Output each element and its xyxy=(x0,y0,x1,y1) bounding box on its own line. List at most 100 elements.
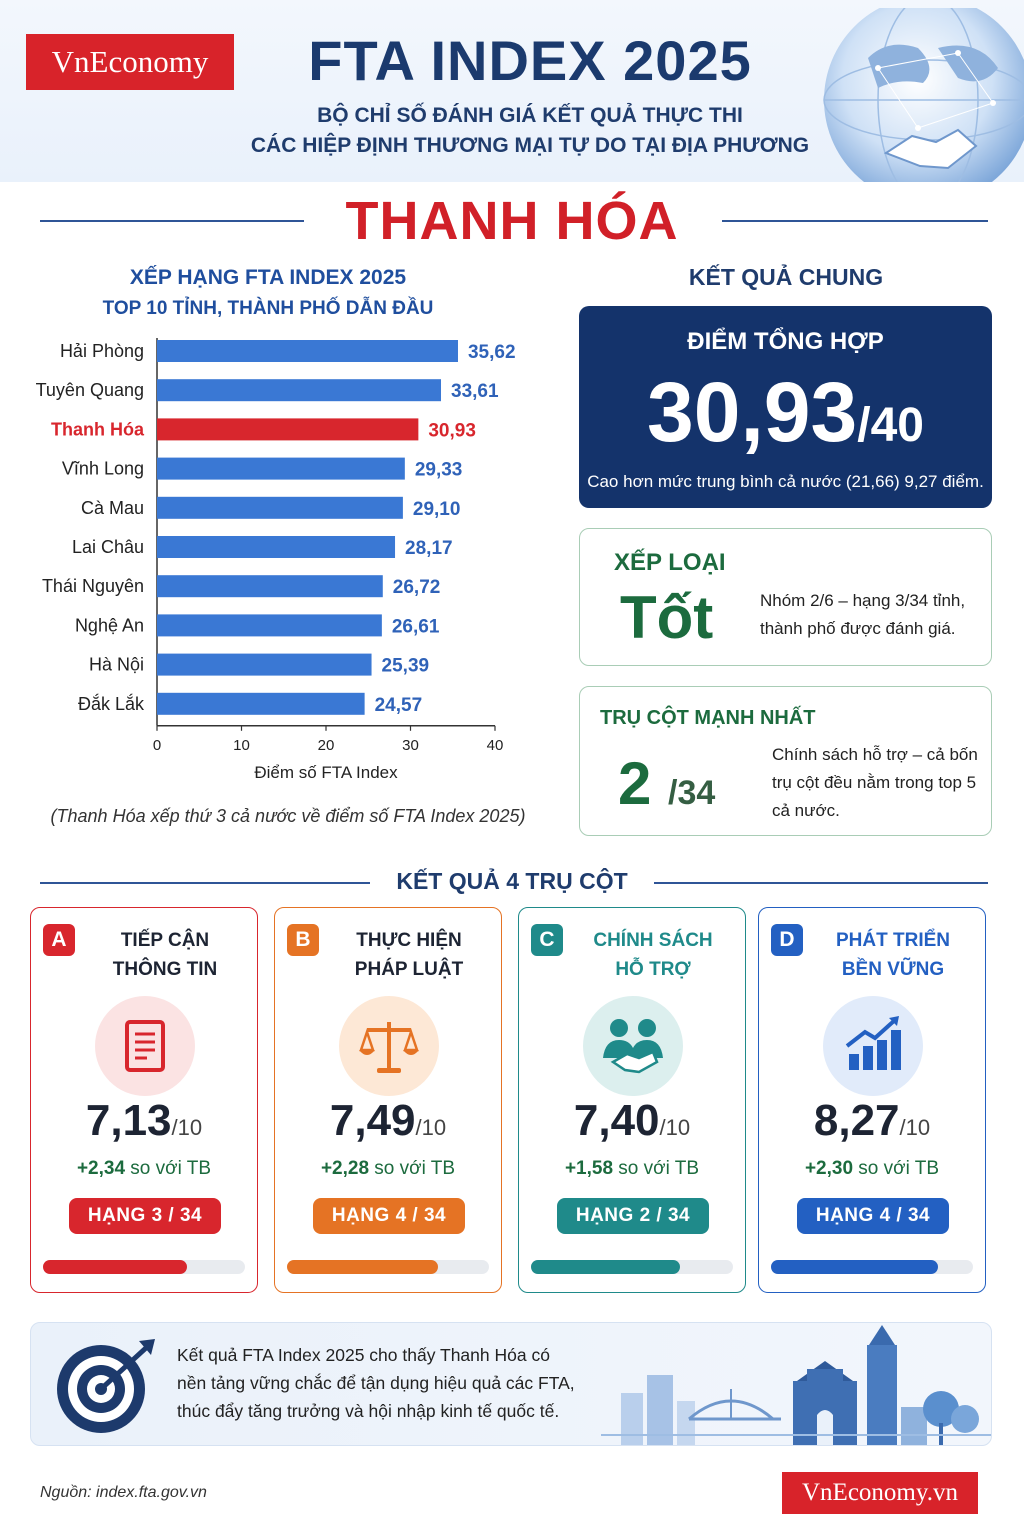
strongest-rank-max: /34 xyxy=(668,774,716,812)
score-value: 30,93 xyxy=(647,365,858,459)
pillar-progress-fill xyxy=(287,1260,439,1274)
overall-score-card: ĐIỂM TỔNG HỢP 30,93/40 Cao hơn mức trung… xyxy=(579,306,992,508)
pillar-name-line2: HỖ TRỢ xyxy=(615,959,691,980)
bar xyxy=(157,379,442,402)
bar-value-label: 33,61 xyxy=(451,381,499,402)
bar xyxy=(157,692,365,715)
pillar-name: TIẾP CẬN THÔNG TIN xyxy=(71,926,259,984)
category-label: Hà Nội xyxy=(89,655,144,675)
strongest-desc: Chính sách hỗ trợ – cả bốn trụ cột đều n… xyxy=(772,745,978,820)
pillar-progress-fill xyxy=(771,1260,939,1274)
province-name: THANH HÓA xyxy=(345,191,679,251)
pillar-progress-track xyxy=(287,1260,489,1274)
classification-desc: Nhóm 2/6 – hạng 3/34 tỉnh, thành phố đượ… xyxy=(760,591,966,638)
vneconomy-footer-logo[interactable]: VnEconomy.vn xyxy=(782,1472,978,1514)
pillar-rank-badge: HẠNG 4 / 34 xyxy=(797,1198,949,1234)
pillar-diff: +1,58 so với TB xyxy=(519,1158,745,1180)
pillar-rank-badge: HẠNG 4 / 34 xyxy=(313,1198,465,1234)
document-icon xyxy=(95,996,195,1096)
bar xyxy=(157,457,405,480)
bar-value-label: 29,10 xyxy=(413,499,461,520)
handshake-icon xyxy=(583,996,683,1096)
pillar-score-max: /10 xyxy=(899,1115,931,1140)
pillar-rank-badge: HẠNG 2 / 34 xyxy=(557,1198,709,1234)
bar xyxy=(157,418,419,441)
pillar-progress-track xyxy=(43,1260,245,1274)
pillar-diff: +2,30 so với TB xyxy=(759,1158,985,1180)
pillar-name-line2: THÔNG TIN xyxy=(112,959,218,980)
bar-value-label: 25,39 xyxy=(382,656,430,677)
source-note: Nguồn: index.fta.gov.vn xyxy=(40,1484,207,1501)
ranking-title: XẾP HẠNG FTA INDEX 2025 xyxy=(129,266,407,289)
category-label: Tuyên Quang xyxy=(36,380,144,400)
pillar-name-line1: THỰC HIỆN xyxy=(356,930,462,951)
bar xyxy=(157,614,382,637)
bar-value-label: 30,93 xyxy=(428,420,476,441)
pillar-diff: +2,34 so với TB xyxy=(31,1158,257,1180)
pillar-diff-suffix: so với TB xyxy=(613,1158,700,1179)
overall-section-title: KẾT QUẢ CHUNG xyxy=(688,264,884,290)
city-skyline-illustration xyxy=(601,1325,991,1445)
vneconomy-logo[interactable]: VnEconomy xyxy=(26,34,234,90)
classification-value: Tốt xyxy=(620,584,714,651)
pillar-score: 7,13/10 xyxy=(31,1096,257,1146)
pillar-letter-badge: D xyxy=(771,924,803,956)
pillar-card-d: D PHÁT TRIỂN BỀN VỮNG 8,27/10 +2,30 so vớ… xyxy=(758,907,986,1293)
pillar-name: THỰC HIỆN PHÁP LUẬT xyxy=(315,926,503,984)
ranking-bar-chart: Hải Phòng 35,62 Tuyên Quang 33,61 Thanh Hóa 3… xyxy=(36,338,516,782)
category-label: Đắk Lắk xyxy=(78,693,145,714)
strongest-label: TRỤ CỘT MẠNH NHẤT xyxy=(600,707,816,729)
category-label: Vĩnh Long xyxy=(62,459,144,479)
bar-value-label: 24,57 xyxy=(375,695,423,716)
x-tick-label: 40 xyxy=(487,737,504,754)
pillar-diff-value: +2,30 xyxy=(804,1158,854,1179)
pillar-letter-badge: A xyxy=(43,924,75,956)
pillar-score-max: /10 xyxy=(415,1115,447,1140)
pillar-progress-fill xyxy=(43,1260,188,1274)
pillar-diff-suffix: so với TB xyxy=(125,1158,212,1179)
pillar-progress-track xyxy=(771,1260,973,1274)
x-tick-label: 30 xyxy=(402,737,419,754)
x-tick-label: 0 xyxy=(153,737,161,754)
bar xyxy=(157,496,403,519)
score-note: Cao hơn mức trung bình cả nước (21,66) 9… xyxy=(587,472,984,491)
classification-label: XẾP LOẠI xyxy=(614,549,726,576)
pillar-card-a: A TIẾP CẬN THÔNG TIN 7,13/10 +2,34 so với… xyxy=(30,907,258,1293)
category-label: Cà Mau xyxy=(81,498,144,518)
overall-score: 30,93/40 xyxy=(579,364,992,461)
target-icon xyxy=(57,1339,155,1433)
ranking-subtitle: TOP 10 TỈNH, THÀNH PHỐ DẪN ĐẦU xyxy=(102,298,434,319)
bar xyxy=(157,653,372,676)
bar-value-label: 35,62 xyxy=(468,342,516,363)
category-label: Thanh Hóa xyxy=(51,419,145,439)
conclusion-text: Kết quả FTA Index 2025 cho thấy Thanh Hó… xyxy=(177,1345,575,1421)
strongest-pillar-card: TRỤ CỘT MẠNH NHẤT 2 /34 Chính sách hỗ tr… xyxy=(579,686,992,836)
category-label: Hải Phòng xyxy=(60,341,144,361)
pillar-score-max: /10 xyxy=(171,1115,203,1140)
pillar-letter-badge: C xyxy=(531,924,563,956)
pillar-progress-track xyxy=(531,1260,733,1274)
page-subtitle-line2: CÁC HIỆP ĐỊNH THƯƠNG MẠI TỰ DO TẠI ĐỊA P… xyxy=(250,134,810,157)
category-label: Thái Nguyên xyxy=(42,576,144,596)
pillars-divider-left xyxy=(40,882,370,884)
conclusion-box: Kết quả FTA Index 2025 cho thấy Thanh Hó… xyxy=(30,1322,992,1446)
pillar-name-line1: CHÍNH SÁCH xyxy=(593,930,713,951)
divider-left xyxy=(40,220,304,222)
globe-handshake-icon xyxy=(823,8,1024,182)
score-max: /40 xyxy=(857,399,924,452)
score-label: ĐIỂM TỔNG HỢP xyxy=(687,328,884,355)
bar-value-label: 26,61 xyxy=(392,616,440,637)
pillar-diff: +2,28 so với TB xyxy=(275,1158,501,1180)
page-subtitle-line1: BỘ CHỈ SỐ ĐÁNH GIÁ KẾT QUẢ THỰC THI xyxy=(317,104,743,127)
x-axis-label: Điểm số FTA Index xyxy=(254,763,398,782)
pillar-name-line2: BỀN VỮNG xyxy=(841,959,945,980)
pillars-section-title: KẾT QUẢ 4 TRỤ CỘT xyxy=(396,868,628,894)
growth-chart-icon xyxy=(823,996,923,1096)
pillar-name: PHÁT TRIỂN BỀN VỮNG xyxy=(799,926,987,984)
header-banner: VnEconomy FTA INDEX 2025 BỘ CHỈ SỐ ĐÁNH … xyxy=(0,0,1024,182)
pillar-score-max: /10 xyxy=(659,1115,691,1140)
pillar-score-value: 7,49 xyxy=(329,1096,416,1145)
pillar-name-line1: PHÁT TRIỂN xyxy=(836,930,950,951)
pillar-card-c: C CHÍNH SÁCH HỖ TRỢ 7,40/10 +1,58 so với … xyxy=(518,907,746,1293)
divider-right xyxy=(722,220,988,222)
